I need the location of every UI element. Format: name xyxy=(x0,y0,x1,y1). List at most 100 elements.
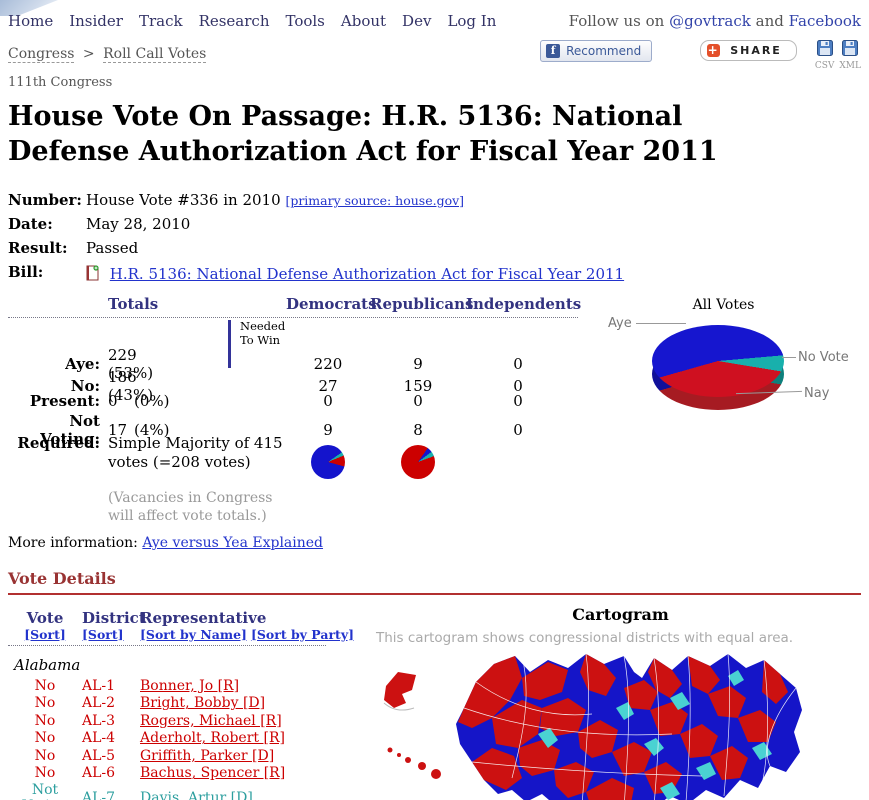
column-representative: Representative xyxy=(140,609,267,628)
breadcrumb-separator: > xyxy=(82,46,95,62)
required-label: Required: xyxy=(17,434,100,453)
district-value: AL-4 xyxy=(82,730,116,747)
floppy-disk-icon xyxy=(842,40,859,56)
present-pct: (0%) xyxy=(134,392,170,411)
representative-link[interactable]: Rogers, Michael [R] xyxy=(140,712,282,729)
vote-row: No AL-2 Bright, Bobby [D] xyxy=(8,695,372,713)
facebook-recommend-button[interactable]: f Recommend xyxy=(540,40,653,62)
nav-item-insider[interactable]: Insider xyxy=(69,12,123,30)
totals-row-not-voting: Not Voting: 17 (4%) 9 8 0 xyxy=(8,412,578,448)
result-label: Result: xyxy=(8,239,68,258)
header-republicans: Republicans xyxy=(370,295,474,314)
more-information-line: More information: Aye versus Yea Explain… xyxy=(8,535,861,551)
share-cluster: f Recommend + SHARE CSV xyxy=(540,40,861,71)
not-voting-democrats: 9 xyxy=(323,421,333,440)
vote-value: No xyxy=(34,712,56,729)
primary-source-link[interactable]: [primary source: house.gov] xyxy=(285,193,465,209)
nav-item-research[interactable]: Research xyxy=(198,12,270,30)
aye-count: 229 xyxy=(108,346,137,365)
vote-value: No xyxy=(34,695,56,712)
floppy-disk-icon xyxy=(816,40,833,56)
follow-prefix: Follow us on xyxy=(568,12,665,30)
sort-by-vote-link[interactable]: [Sort] xyxy=(24,627,66,643)
vote-row: No AL-5 Griffith, Parker [D] xyxy=(8,747,372,765)
page-title: House Vote On Passage: H.R. 5136: Nation… xyxy=(8,101,718,167)
nav-item-tools[interactable]: Tools xyxy=(285,12,325,30)
district-value: AL-1 xyxy=(82,677,116,694)
nav-item-track[interactable]: Track xyxy=(138,12,183,30)
no-count: 186 xyxy=(108,368,137,387)
csv-export[interactable]: CSV xyxy=(815,40,834,71)
aye-independents: 0 xyxy=(513,355,523,374)
no-democrats: 27 xyxy=(318,377,338,396)
totals-row-present: Present: 0 (0%) 0 0 0 xyxy=(8,390,578,412)
no-independents: 0 xyxy=(513,377,523,396)
column-vote: Vote xyxy=(26,609,64,628)
all-votes-title: All Votes xyxy=(692,297,755,314)
bill-document-icon xyxy=(86,265,99,281)
xml-export[interactable]: XML xyxy=(839,40,861,71)
share-button[interactable]: + SHARE xyxy=(700,40,797,61)
vote-value: No xyxy=(34,747,56,764)
aye-vs-yea-link[interactable]: Aye versus Yea Explained xyxy=(142,535,324,552)
vote-row: No AL-4 Aderholt, Robert [R] xyxy=(8,730,372,748)
totals-header-row: Totals Democrats Republicans Independent… xyxy=(8,295,581,319)
representative-link[interactable]: Bright, Bobby [D] xyxy=(140,695,266,712)
present-independents: 0 xyxy=(513,392,523,411)
district-value: AL-2 xyxy=(82,695,116,712)
breadcrumb: Congress > Roll Call Votes xyxy=(8,40,207,63)
top-navigation: Home Insider Track Research Tools About … xyxy=(0,0,869,30)
sort-by-district-link[interactable]: [Sort] xyxy=(82,627,124,643)
representative-link[interactable]: Aderholt, Robert [R] xyxy=(140,730,285,747)
present-label: Present: xyxy=(29,392,100,411)
sort-by-party-link[interactable]: [Sort by Party] xyxy=(250,627,354,643)
nav-item-login[interactable]: Log In xyxy=(447,12,497,30)
required-row: Required: Simple Majority of 415 votes (… xyxy=(8,434,578,490)
sort-by-name-link[interactable]: [Sort by Name] xyxy=(140,627,247,643)
vote-value: No xyxy=(34,677,56,694)
number-text: House Vote #336 in 2010 xyxy=(86,191,281,210)
xml-label: XML xyxy=(839,61,861,71)
congress-session-label: 111th Congress xyxy=(8,75,113,90)
no-republicans: 159 xyxy=(403,377,433,396)
follow-and: and xyxy=(755,12,784,30)
democrats-pie-chart xyxy=(311,445,345,480)
needed-to-win-label: Needed To Win xyxy=(240,319,285,348)
present-democrats: 0 xyxy=(323,392,333,411)
pie-label-nay: Nay xyxy=(804,386,830,402)
vote-details-heading: Vote Details xyxy=(8,569,116,589)
totals-row-aye: Aye: 229(53%) 220 9 0 xyxy=(8,346,578,382)
breadcrumb-roll-call-votes[interactable]: Roll Call Votes xyxy=(103,46,207,63)
representative-link[interactable]: Griffith, Parker [D] xyxy=(140,747,275,764)
share-label: SHARE xyxy=(730,44,782,57)
number-label: Number: xyxy=(8,191,82,210)
aye-label: Aye: xyxy=(65,355,100,374)
vote-metadata: Number: House Vote #336 in 2010 [primary… xyxy=(8,191,861,283)
recommend-label: Recommend xyxy=(566,44,642,58)
no-label: No: xyxy=(70,377,100,396)
representative-link[interactable]: Bachus, Spencer [R] xyxy=(140,765,286,782)
bill-label: Bill: xyxy=(8,263,44,282)
state-label-alabama: Alabama xyxy=(14,656,81,675)
vote-row: No AL-1 Bonner, Jo [R] xyxy=(8,677,372,695)
representative-link[interactable]: Davis, Artur [D] xyxy=(140,790,253,800)
bill-link[interactable]: H.R. 5136: National Defense Authorizatio… xyxy=(109,265,625,284)
result-value: Passed xyxy=(86,239,139,258)
aye-pct: (53%) xyxy=(108,364,154,383)
export-links: CSV XML xyxy=(815,40,861,71)
nav-item-about[interactable]: About xyxy=(340,12,387,30)
number-row: Number: House Vote #336 in 2010 [primary… xyxy=(8,191,861,209)
representative-link[interactable]: Bonner, Jo [R] xyxy=(140,677,240,694)
all-votes-pie xyxy=(652,325,784,411)
pie-leader-line-aye xyxy=(636,323,686,325)
vote-row: No AL-6 Bachus, Spencer [R] xyxy=(8,765,372,783)
republicans-pie-chart xyxy=(401,445,435,480)
twitter-link[interactable]: @govtrack xyxy=(669,12,751,30)
nav-item-dev[interactable]: Dev xyxy=(402,12,432,30)
cartogram-map xyxy=(383,654,802,800)
facebook-link[interactable]: Facebook xyxy=(788,12,861,30)
present-republicans: 0 xyxy=(413,392,423,411)
nav-item-home[interactable]: Home xyxy=(8,12,54,30)
votes-table-header: Vote District Representative xyxy=(8,609,372,627)
breadcrumb-congress[interactable]: Congress xyxy=(8,46,75,63)
